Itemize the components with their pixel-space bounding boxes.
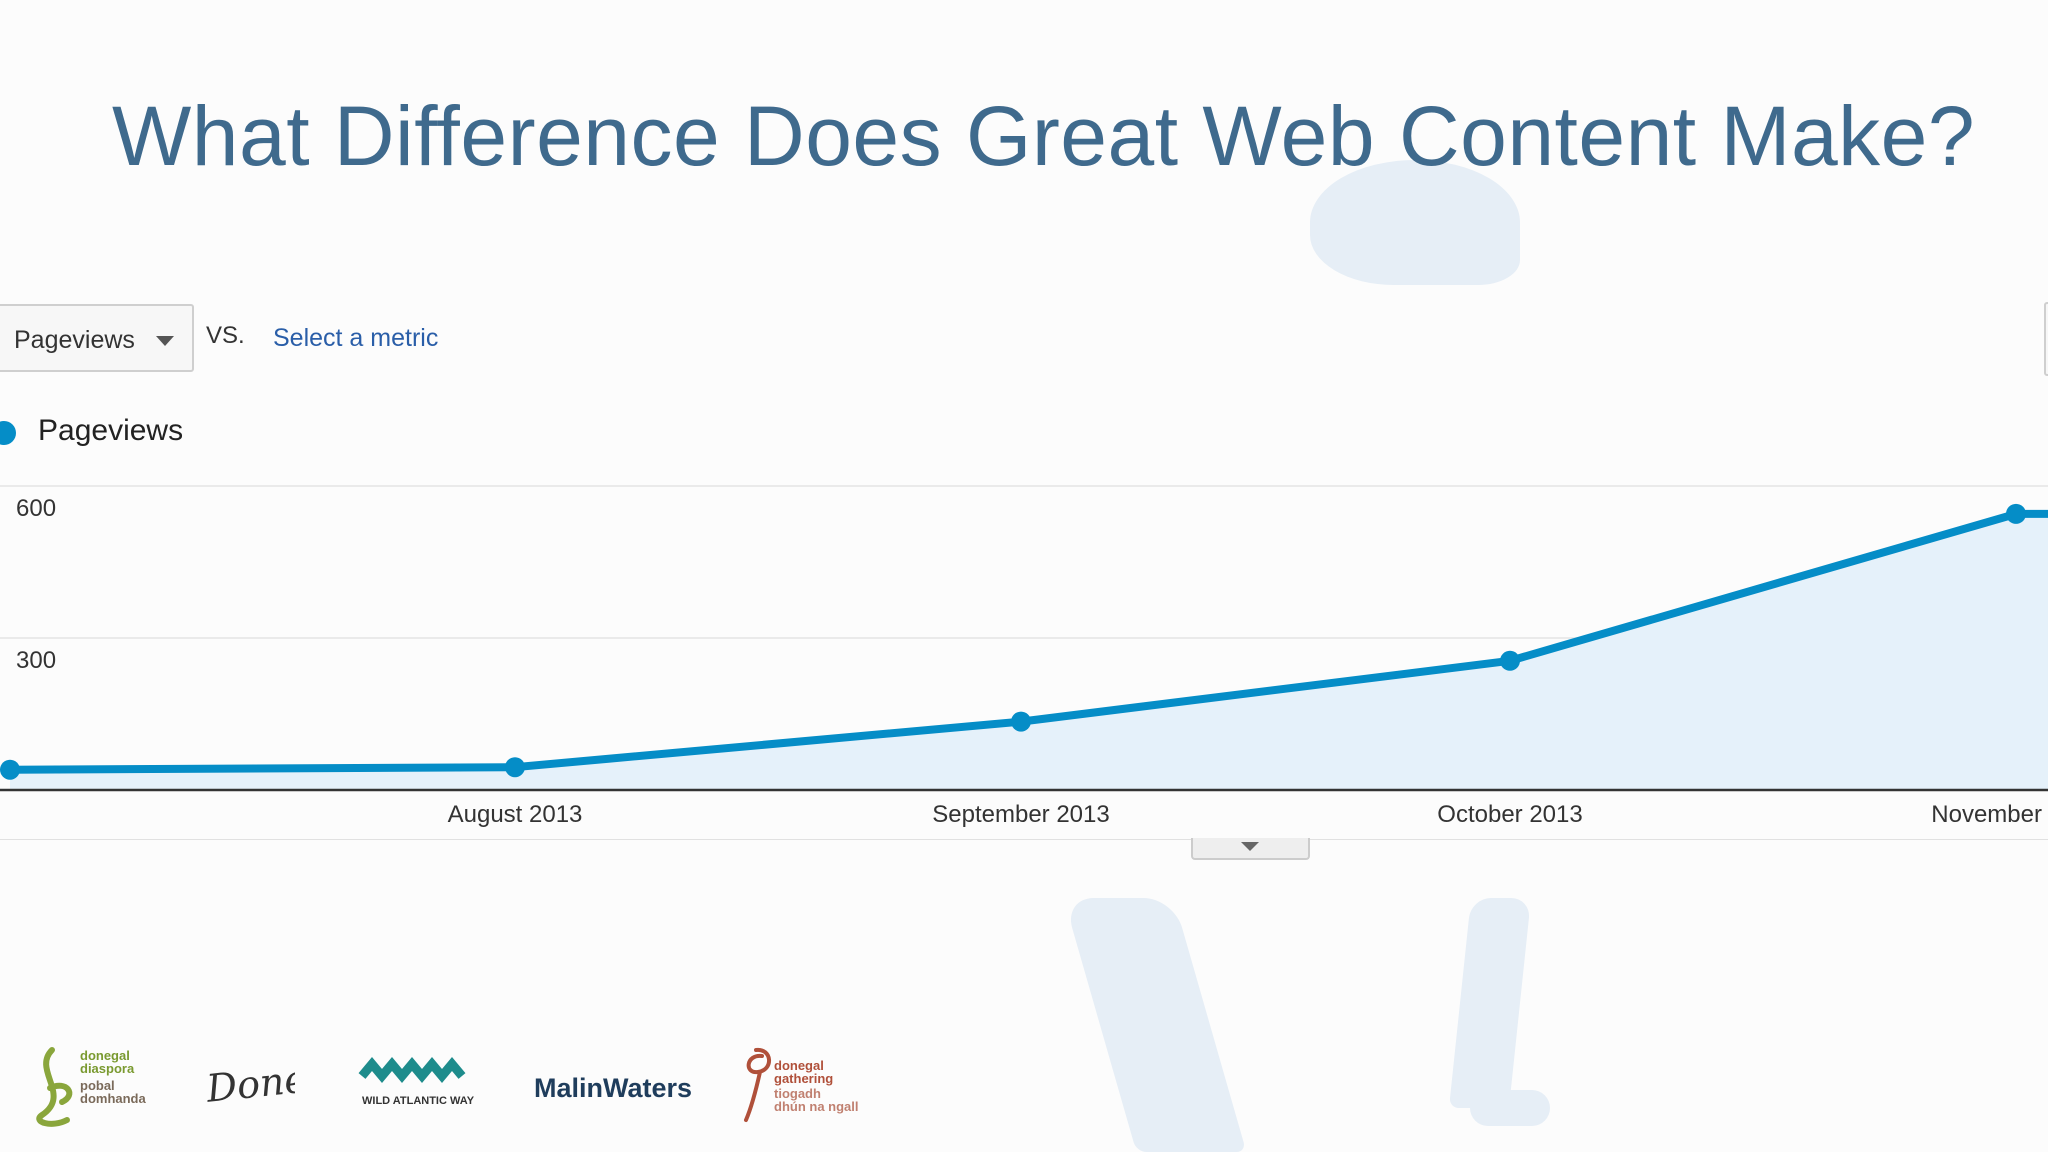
svg-text:donegal: donegal: [80, 1048, 130, 1063]
select-metric-link[interactable]: Select a metric: [273, 324, 439, 352]
donegal-gathering-logo: donegal gathering tiogadh dhún na ngall: [738, 1040, 868, 1130]
svg-text:domhanda: domhanda: [80, 1091, 146, 1106]
background-silhouette-leg-right: [1448, 898, 1532, 1108]
donegal-diaspora-mark-icon: donegal diaspora pobal domhanda: [36, 1047, 146, 1127]
series-area: [10, 513, 2048, 790]
legend-label: Pageviews: [38, 414, 184, 447]
svg-text:donegal: donegal: [774, 1058, 824, 1073]
x-tick-label: September 2013: [932, 801, 1109, 828]
wild-atlantic-way-logo: WILD ATLANTIC WAY: [358, 1040, 488, 1130]
data-point: [2006, 503, 2026, 524]
donegal-script-icon: Donegal: [203, 1050, 367, 1111]
svg-text:Donegal: Donegal: [205, 1050, 295, 1111]
vs-label: VS.: [206, 322, 245, 349]
legend-dot-icon: [0, 421, 16, 445]
data-point: [505, 757, 525, 778]
donegal-diaspora-logo: donegal diaspora pobal domhanda: [22, 1040, 147, 1130]
chevron-down-icon: [156, 336, 174, 346]
expand-chart-tab[interactable]: [1191, 838, 1310, 860]
data-point: [1500, 650, 1520, 671]
svg-text:gathering: gathering: [774, 1071, 833, 1086]
x-tick-label: November: [1931, 801, 2042, 828]
donegal-logo: Donegal: [203, 1040, 367, 1130]
svg-text:WILD ATLANTIC WAY: WILD ATLANTIC WAY: [362, 1095, 475, 1107]
background-silhouette-foot-right: [1470, 1090, 1550, 1126]
pageviews-chart: 600 300 August 2013 September 2013 October 2…: [0, 485, 2048, 840]
data-point: [0, 759, 20, 780]
svg-text:diaspora: diaspora: [80, 1061, 135, 1076]
y-tick-label: 600: [16, 495, 56, 522]
x-tick-label: October 2013: [1437, 801, 1582, 828]
y-tick-label: 300: [16, 647, 56, 674]
svg-text:tiogadh: tiogadh: [774, 1086, 821, 1101]
chevron-down-icon: [1241, 842, 1259, 851]
chart-options-button[interactable]: [2044, 302, 2048, 376]
svg-text:MalinWaters: MalinWaters: [534, 1073, 692, 1103]
slide-title: What Difference Does Great Web Content M…: [112, 89, 1976, 183]
metric-dropdown[interactable]: Pageviews: [0, 304, 194, 372]
gathering-mark-icon: donegal gathering tiogadh dhún na ngall: [744, 1047, 859, 1122]
malin-waters-logo: MalinWaters: [532, 1040, 702, 1130]
x-tick-label: August 2013: [448, 801, 583, 828]
wave-mark-icon: WILD ATLANTIC WAY: [358, 1056, 475, 1107]
metric-dropdown-label: Pageviews: [14, 326, 135, 354]
svg-text:pobal: pobal: [80, 1078, 115, 1093]
background-silhouette-leg-left: [1063, 898, 1247, 1152]
svg-text:dhún na ngall: dhún na ngall: [774, 1099, 859, 1114]
background-silhouette-head: [1310, 160, 1520, 285]
malin-waters-wordmark-icon: MalinWaters: [534, 1073, 692, 1103]
data-point: [1011, 711, 1031, 732]
